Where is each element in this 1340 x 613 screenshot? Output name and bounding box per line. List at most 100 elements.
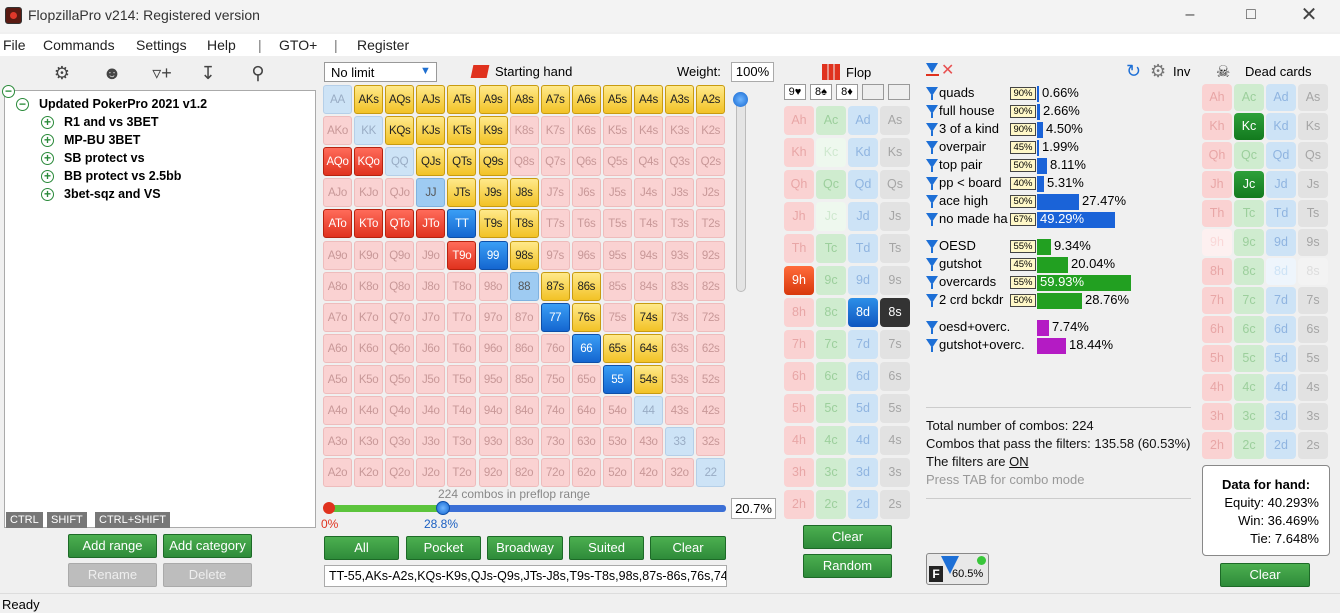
hand-cell-KQo[interactable]: KQo — [354, 147, 384, 177]
filter-name[interactable]: quads — [939, 85, 975, 100]
dead-card-7h[interactable]: 7h — [1202, 287, 1232, 314]
filter-name[interactable]: overcards — [939, 274, 997, 289]
hand-cell-42o[interactable]: 42o — [634, 458, 663, 488]
ctrl-shift-tab[interactable]: CTRL+SHIFT — [95, 512, 170, 528]
hand-cell-87s[interactable]: 87s — [540, 271, 570, 301]
hand-cell-T4o[interactable]: T4o — [447, 396, 477, 425]
hand-cell-K9o[interactable]: K9o — [354, 240, 384, 270]
dead-card-8s[interactable]: 8s — [1298, 258, 1328, 285]
filter-row[interactable]: gutshot 45% 20.04% — [926, 256, 1186, 274]
flop-card-Tc[interactable]: Tc — [816, 234, 846, 263]
filter-icon[interactable] — [926, 141, 938, 154]
hand-cell-96o[interactable]: 96o — [478, 333, 508, 363]
hand-cell-J6s[interactable]: J6s — [571, 178, 601, 208]
flop-card-2[interactable]: 8♠ — [810, 84, 832, 100]
hand-cell-64s[interactable]: 64s — [634, 333, 663, 363]
filter-pct[interactable]: 45% — [1010, 258, 1036, 271]
all-button[interactable]: All — [324, 536, 399, 560]
add-category-button[interactable]: Add category — [163, 534, 252, 558]
hand-cell-88[interactable]: 88 — [509, 271, 539, 301]
flop-card-5s[interactable]: 5s — [880, 394, 910, 423]
dead-card-8c[interactable]: 8c — [1234, 258, 1264, 285]
hand-cell-T9s[interactable]: T9s — [478, 209, 508, 239]
hand-cell-A3s[interactable]: A3s — [665, 85, 695, 114]
hand-cell-22[interactable]: 22 — [696, 458, 726, 488]
hand-cell-82s[interactable]: 82s — [696, 271, 726, 301]
refresh-icon[interactable]: ↻ — [1126, 61, 1142, 81]
filter-add-icon[interactable]: ▿+ — [152, 63, 172, 83]
flop-card-4s[interactable]: 4s — [880, 426, 910, 455]
hand-cell-AJo[interactable]: AJo — [323, 178, 352, 208]
filter-name[interactable]: overpair — [939, 139, 986, 154]
hand-cell-K5o[interactable]: K5o — [354, 364, 384, 394]
hand-cell-75o[interactable]: 75o — [540, 364, 570, 394]
filter-icon[interactable] — [926, 276, 938, 289]
hand-cell-A7s[interactable]: A7s — [540, 85, 570, 114]
hand-cell-Q8s[interactable]: Q8s — [509, 147, 539, 177]
filter-row[interactable]: ace high 50% 27.47% — [926, 193, 1186, 211]
hand-cell-Q5s[interactable]: Q5s — [602, 147, 632, 177]
flop-card-Th[interactable]: Th — [784, 234, 814, 263]
hand-cell-A4o[interactable]: A4o — [323, 396, 352, 425]
hand-cell-J5s[interactable]: J5s — [602, 178, 632, 208]
menu-commands[interactable]: Commands — [43, 37, 115, 53]
hand-cell-93s[interactable]: 93s — [665, 240, 695, 270]
filter-name[interactable]: top pair — [939, 157, 983, 172]
hand-cell-94o[interactable]: 94o — [478, 396, 508, 425]
hand-cell-94s[interactable]: 94s — [634, 240, 663, 270]
hand-cell-Q6s[interactable]: Q6s — [571, 147, 601, 177]
gear-icon[interactable]: ⚙ — [53, 63, 71, 83]
hand-cell-J3s[interactable]: J3s — [665, 178, 695, 208]
flop-card-9h[interactable]: 9h — [784, 266, 814, 295]
inv-label[interactable]: Inv — [1173, 64, 1191, 79]
hand-cell-T9o[interactable]: T9o — [447, 240, 477, 270]
flop-card-Kd[interactable]: Kd — [848, 138, 878, 167]
filter-row[interactable]: no made ha 67% 49.29% — [926, 211, 1186, 229]
hand-cell-43s[interactable]: 43s — [665, 396, 695, 425]
filter-row[interactable]: quads 90% 0.66% — [926, 85, 1186, 103]
hand-cell-A6o[interactable]: A6o — [323, 333, 352, 363]
dead-card-6h[interactable]: 6h — [1202, 316, 1232, 343]
hand-cell-52s[interactable]: 52s — [696, 364, 726, 394]
hand-cell-A4s[interactable]: A4s — [634, 85, 663, 114]
weight-input[interactable]: 100% — [731, 62, 774, 82]
dead-card-9h[interactable]: 9h — [1202, 229, 1232, 256]
hand-cell-AKs[interactable]: AKs — [354, 85, 384, 114]
filter-name[interactable]: 2 crd bckdr — [939, 292, 1004, 307]
hand-cell-TT[interactable]: TT — [447, 209, 477, 239]
filter-row[interactable]: overpair 45% 1.99% — [926, 139, 1186, 157]
hand-cell-74s[interactable]: 74s — [634, 302, 663, 332]
filter-row[interactable]: 3 of a kind 90% 4.50% — [926, 121, 1186, 139]
hand-cell-J8o[interactable]: J8o — [416, 271, 446, 301]
hand-cell-QJo[interactable]: QJo — [385, 178, 415, 208]
gear-icon[interactable]: ⚙ — [1150, 61, 1167, 81]
dead-card-Td[interactable]: Td — [1266, 200, 1296, 227]
dead-card-3c[interactable]: 3c — [1234, 403, 1264, 430]
hand-cell-K5s[interactable]: K5s — [602, 116, 632, 146]
hand-cell-65o[interactable]: 65o — [571, 364, 601, 394]
filter-row[interactable]: top pair 50% 8.11% — [926, 157, 1186, 175]
filter-row[interactable]: 2 crd bckdr 50% 28.76% — [926, 292, 1186, 310]
dead-card-Js[interactable]: Js — [1298, 171, 1328, 198]
hand-cell-T5o[interactable]: T5o — [447, 364, 477, 394]
filter-icon[interactable] — [926, 123, 938, 136]
flop-card-3[interactable]: 8♦ — [836, 84, 858, 100]
expand-icon[interactable]: + — [41, 134, 54, 147]
hand-cell-Q4s[interactable]: Q4s — [634, 147, 663, 177]
hand-cell-K8s[interactable]: K8s — [509, 116, 539, 146]
filter-pct[interactable]: 55% — [1010, 240, 1036, 253]
hand-cell-43o[interactable]: 43o — [634, 427, 663, 457]
dead-card-4h[interactable]: 4h — [1202, 374, 1232, 401]
hand-cell-74o[interactable]: 74o — [540, 396, 570, 425]
range-clear-button[interactable]: Clear — [650, 536, 726, 560]
limit-select[interactable]: No limit ▼ — [324, 62, 437, 82]
filter-pct[interactable]: 50% — [1010, 195, 1036, 208]
filter-icon[interactable] — [926, 159, 938, 172]
dead-card-Qd[interactable]: Qd — [1266, 142, 1296, 169]
flop-card-5h[interactable]: 5h — [784, 394, 814, 423]
dead-card-8d[interactable]: 8d — [1266, 258, 1296, 285]
range-tree[interactable]: − − Updated PokerPro 2021 v1.2 + R1 and … — [2, 85, 316, 528]
dead-card-6c[interactable]: 6c — [1234, 316, 1264, 343]
tree-item[interactable]: MP-BU 3BET — [64, 133, 141, 147]
flop-card-7c[interactable]: 7c — [816, 330, 846, 359]
